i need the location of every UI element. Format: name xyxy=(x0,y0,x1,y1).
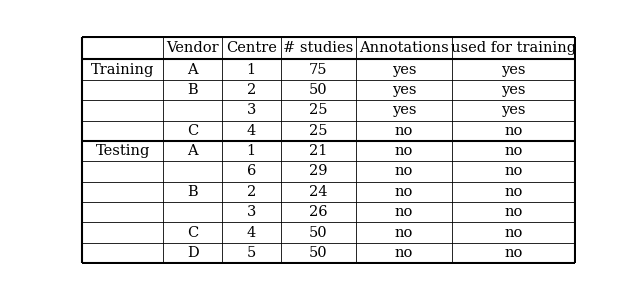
Text: 2: 2 xyxy=(246,185,256,199)
Text: yes: yes xyxy=(392,63,416,77)
Text: 4: 4 xyxy=(246,226,256,240)
Text: 29: 29 xyxy=(309,165,328,178)
Text: 5: 5 xyxy=(246,246,256,260)
Text: 50: 50 xyxy=(309,246,328,260)
Text: no: no xyxy=(395,144,413,158)
Text: 50: 50 xyxy=(309,83,328,97)
Text: 1: 1 xyxy=(247,144,256,158)
Text: no: no xyxy=(504,226,523,240)
Text: 21: 21 xyxy=(309,144,328,158)
Text: 26: 26 xyxy=(309,205,328,219)
Text: no: no xyxy=(395,124,413,138)
Text: no: no xyxy=(504,246,523,260)
Text: Vendor: Vendor xyxy=(166,41,219,55)
Text: C: C xyxy=(187,124,198,138)
Text: D: D xyxy=(187,246,198,260)
Text: Annotations: Annotations xyxy=(359,41,449,55)
Text: 1: 1 xyxy=(247,63,256,77)
Text: no: no xyxy=(504,144,523,158)
Text: 24: 24 xyxy=(309,185,328,199)
Text: B: B xyxy=(188,83,198,97)
Text: yes: yes xyxy=(392,83,416,97)
Text: no: no xyxy=(504,165,523,178)
Text: no: no xyxy=(504,205,523,219)
Text: A: A xyxy=(188,63,198,77)
Text: 2: 2 xyxy=(246,83,256,97)
Text: Training: Training xyxy=(92,63,155,77)
Text: 6: 6 xyxy=(246,165,256,178)
Text: 75: 75 xyxy=(309,63,328,77)
Text: no: no xyxy=(504,124,523,138)
Text: used for training: used for training xyxy=(451,41,576,55)
Text: yes: yes xyxy=(501,103,525,117)
Text: B: B xyxy=(188,185,198,199)
Text: C: C xyxy=(187,226,198,240)
Text: no: no xyxy=(504,185,523,199)
Text: 50: 50 xyxy=(309,226,328,240)
Text: 3: 3 xyxy=(246,205,256,219)
Text: no: no xyxy=(395,226,413,240)
Text: no: no xyxy=(395,246,413,260)
Text: 4: 4 xyxy=(246,124,256,138)
Text: Centre: Centre xyxy=(226,41,276,55)
Text: yes: yes xyxy=(392,103,416,117)
Text: 3: 3 xyxy=(246,103,256,117)
Text: no: no xyxy=(395,185,413,199)
Text: no: no xyxy=(395,165,413,178)
Text: 25: 25 xyxy=(309,124,328,138)
Text: Testing: Testing xyxy=(96,144,150,158)
Text: yes: yes xyxy=(501,63,525,77)
Text: no: no xyxy=(395,205,413,219)
Text: # studies: # studies xyxy=(284,41,353,55)
Text: yes: yes xyxy=(501,83,525,97)
Text: A: A xyxy=(188,144,198,158)
Text: 25: 25 xyxy=(309,103,328,117)
